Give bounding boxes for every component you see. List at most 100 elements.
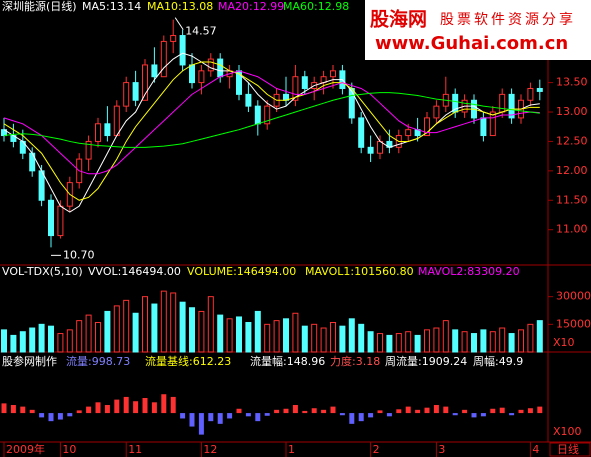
flow-bar: [302, 410, 308, 414]
period-box[interactable]: [549, 442, 591, 457]
flow-bar: [161, 394, 167, 414]
volume-bar: [442, 320, 449, 353]
candle-body: [264, 105, 271, 125]
volume-bar: [320, 327, 327, 353]
candle-body: [358, 117, 365, 148]
volume-bar: [471, 333, 477, 353]
volume-bar: [461, 331, 468, 353]
volume-bar: [142, 296, 148, 353]
candle-body: [151, 64, 158, 78]
candle-body: [95, 123, 101, 142]
candle-body: [207, 58, 214, 72]
volume-bar: [405, 331, 412, 353]
volume-bar: [395, 333, 402, 353]
volume-bar: [113, 305, 120, 353]
ma-line: [3, 92, 540, 148]
flow-bar: [255, 413, 261, 422]
flow-bar: [480, 413, 486, 417]
flow-bar: [462, 409, 468, 414]
flow-bar: [123, 396, 129, 414]
flow-bar: [330, 406, 336, 414]
flow-bar: [405, 406, 411, 414]
watermark-box: [365, 0, 591, 60]
candle-body: [179, 35, 186, 66]
flow-bar: [499, 407, 505, 414]
candle-body: [536, 87, 543, 92]
volume-bar: [66, 329, 73, 353]
volume-bar: [480, 329, 487, 353]
candle-body: [189, 64, 195, 84]
legend-entry: MA60:12.98: [283, 0, 349, 13]
flow-bar: [198, 413, 204, 435]
flow-bar: [537, 406, 543, 414]
volume-bar: [236, 316, 242, 353]
volume-bar: [358, 323, 365, 353]
volume-bar: [339, 325, 346, 353]
x-tick-label: 12: [203, 443, 217, 456]
candle-body: [123, 82, 130, 107]
candle-body: [377, 140, 383, 154]
flow-bar: [1, 403, 7, 414]
candle-body: [433, 105, 440, 119]
flow-bar: [396, 409, 402, 414]
volume-bar: [48, 325, 54, 353]
x-tick-label: 3: [438, 443, 445, 456]
volume-bar: [254, 310, 261, 353]
candle-body: [104, 123, 111, 137]
volume-bar: [527, 323, 534, 353]
flow-bar: [415, 409, 421, 414]
period[interactable]: 日线: [557, 442, 579, 456]
volume-bar: [433, 327, 440, 353]
candle-body: [480, 117, 487, 137]
flow-bar: [151, 402, 157, 414]
candle-body: [85, 140, 92, 160]
flow-bar: [471, 413, 477, 418]
candle-body: [489, 111, 496, 137]
candle-body: [348, 87, 355, 119]
y-tick-label: 30000: [556, 290, 591, 303]
vol-label: VVOL:146494.00: [88, 265, 181, 278]
candle-body: [424, 117, 430, 137]
volume-bar: [311, 323, 318, 353]
flow-bar: [377, 410, 383, 414]
flow-label: 力度:3.18: [330, 354, 380, 368]
flow-bar: [57, 413, 63, 420]
y-tick-label: 12.00: [556, 164, 588, 177]
volume-bar: [19, 331, 26, 353]
volume-bar: [76, 320, 83, 353]
candle-body: [301, 76, 308, 89]
volume-bar: [1, 329, 7, 353]
flow-bar: [292, 405, 298, 414]
legend-entry: MA20:12.99: [218, 0, 284, 13]
flow-bar: [29, 409, 35, 414]
y-tick-label: 11.00: [556, 223, 588, 236]
y-tick-label: 11.50: [556, 193, 588, 206]
volume-bar: [95, 321, 101, 353]
volume-bar: [207, 296, 214, 353]
flow-bar: [236, 408, 242, 414]
volume-bar: [179, 301, 186, 353]
volume-bar: [424, 329, 430, 353]
x-tick-label: 2009年: [6, 442, 45, 456]
flow-bar: [349, 413, 355, 424]
volume-bar: [151, 303, 158, 353]
candle-body: [367, 146, 374, 154]
candle-body: [113, 105, 120, 137]
flow-bar: [358, 413, 364, 422]
vol-label: MAVOL2:83309.20: [418, 265, 520, 278]
flow-bar: [86, 406, 92, 414]
volume-bar: [292, 312, 299, 353]
volume-bar: [377, 333, 383, 353]
volume-bar: [10, 334, 17, 353]
candle-body: [245, 93, 252, 107]
flow-bar: [321, 409, 327, 414]
flow-bar: [142, 398, 148, 414]
y-tick-label: 13.50: [556, 76, 588, 89]
flow-bar: [104, 405, 110, 414]
volume-bar: [198, 310, 205, 353]
volume-bar: [264, 323, 271, 353]
volume-bar: [452, 329, 459, 353]
flow-bar: [443, 406, 449, 414]
flow-bar: [114, 399, 120, 414]
